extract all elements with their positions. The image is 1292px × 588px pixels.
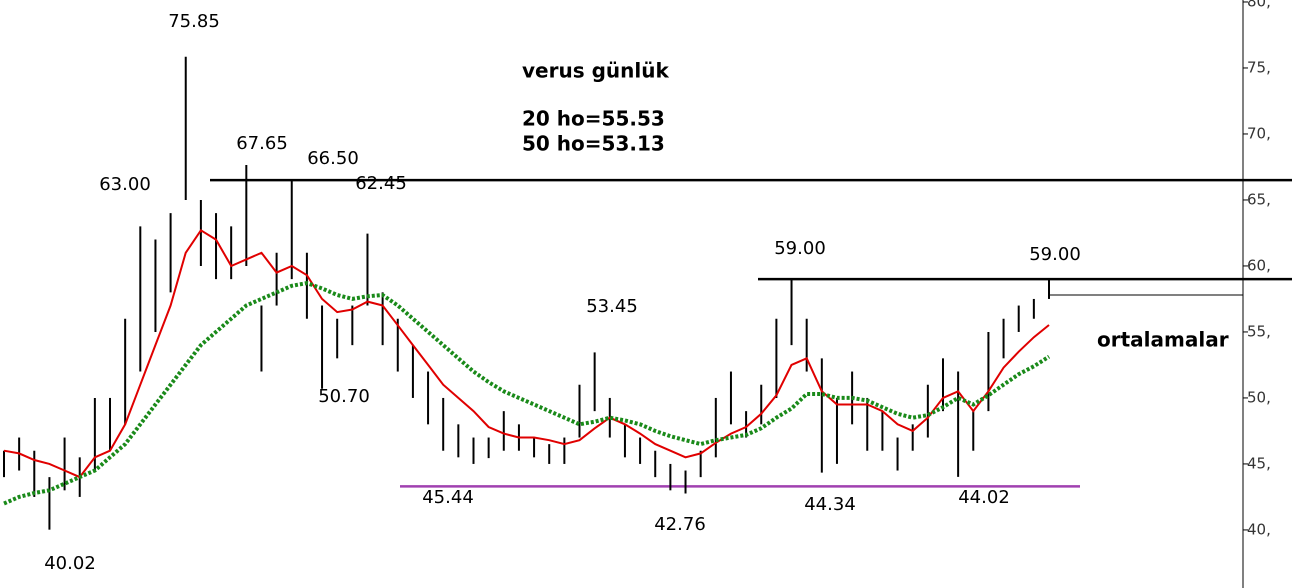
y-tick-label: 65, — [1247, 190, 1271, 208]
price-annotation: 63.00 — [99, 174, 151, 195]
moving-average — [3, 281, 1051, 506]
price-annotation: 67.65 — [236, 133, 288, 154]
price-annotation: 40.02 — [44, 553, 96, 574]
price-annotation: 45.44 — [422, 487, 474, 508]
price-annotation: 44.02 — [958, 487, 1010, 508]
price-annotation: 62.45 — [355, 173, 407, 194]
price-annotation: 59.00 — [1029, 244, 1081, 265]
y-tick-label: 45, — [1247, 454, 1271, 472]
price-annotation: 75.85 — [168, 11, 220, 32]
ma-label: 20 ho=55.53 — [522, 107, 665, 131]
y-tick-label: 55, — [1247, 322, 1271, 340]
y-tick-label: 80, — [1247, 0, 1271, 10]
y-tick-label: 75, — [1247, 58, 1271, 76]
price-annotation: 50.70 — [318, 386, 370, 407]
ma-label: 50 ho=53.13 — [522, 132, 665, 156]
chart-title: verus günlük — [522, 59, 669, 83]
y-tick-label: 60, — [1247, 256, 1271, 274]
y-tick-label: 50, — [1247, 388, 1271, 406]
y-tick-label: 70, — [1247, 124, 1271, 142]
price-annotation: 59.00 — [774, 238, 826, 259]
y-tick-label: 40, — [1247, 520, 1271, 538]
price-annotation: 53.45 — [586, 296, 638, 317]
price-annotation: 44.34 — [804, 494, 856, 515]
note: ortalamalar — [1097, 328, 1229, 352]
price-annotation: 42.76 — [654, 514, 706, 535]
price-annotation: 66.50 — [307, 148, 359, 169]
moving-average — [3, 228, 1050, 479]
